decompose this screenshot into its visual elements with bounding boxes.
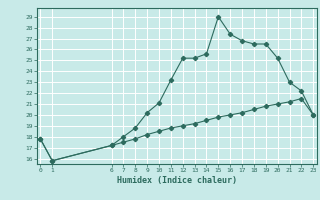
X-axis label: Humidex (Indice chaleur): Humidex (Indice chaleur) — [117, 176, 237, 185]
